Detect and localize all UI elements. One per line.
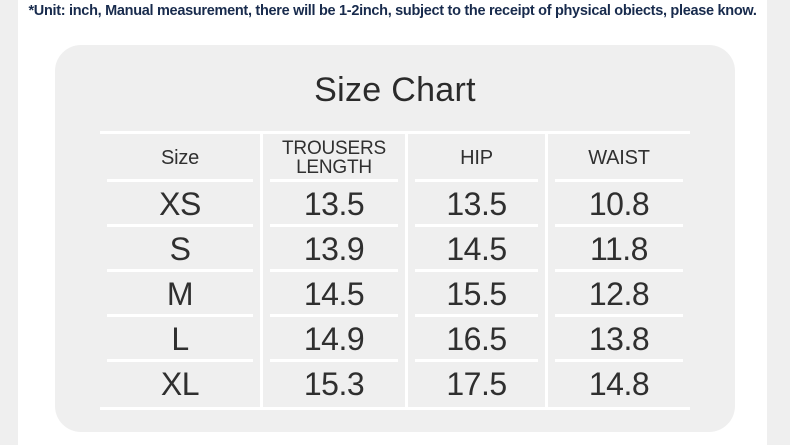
column-header-hip: HIP — [405, 134, 545, 182]
page-gutter-right — [767, 0, 790, 445]
waist-cell: 11.8 — [545, 227, 690, 272]
column-header-size: Size — [100, 134, 260, 182]
trousers-length-cell: 15.3 — [260, 362, 405, 407]
trousers-length-cell: 13.5 — [260, 182, 405, 227]
hip-cell: 13.5 — [405, 182, 545, 227]
size-chart-card: Size Chart Size TROUSERS LENGTH HIP WAIS… — [55, 45, 735, 432]
hip-cell: 17.5 — [405, 362, 545, 407]
hip-cell: 14.5 — [405, 227, 545, 272]
size-cell: L — [100, 317, 260, 362]
size-cell: XL — [160, 366, 200, 402]
unit-disclaimer-text: *Unit: inch, Manual measurement, there w… — [28, 3, 757, 19]
column-header-trousers-length-label: TROUSERS LENGTH — [282, 137, 386, 178]
column-header-waist: WAIST — [545, 134, 690, 182]
hip-cell: 15.5 — [405, 272, 545, 317]
column-header-trousers-length: TROUSERS LENGTH — [260, 134, 405, 182]
waist-cell: 10.8 — [545, 182, 690, 227]
trousers-length-cell: 14.5 — [260, 272, 405, 317]
size-cell: M — [100, 272, 260, 317]
size-table: Size TROUSERS LENGTH HIP WAIST XS 13.5 1… — [100, 131, 690, 410]
size-cell: S — [100, 227, 260, 272]
size-chart-title: Size Chart — [314, 71, 476, 109]
waist-cell: 12.8 — [545, 272, 690, 317]
size-cell: XS — [100, 182, 260, 227]
hip-cell: 16.5 — [405, 317, 545, 362]
trousers-length-cell: 13.9 — [260, 227, 405, 272]
waist-cell: 13.8 — [545, 317, 690, 362]
waist-cell: 14.8 — [545, 362, 690, 407]
trousers-length-cell: 14.9 — [260, 317, 405, 362]
page-gutter-left — [0, 0, 18, 445]
